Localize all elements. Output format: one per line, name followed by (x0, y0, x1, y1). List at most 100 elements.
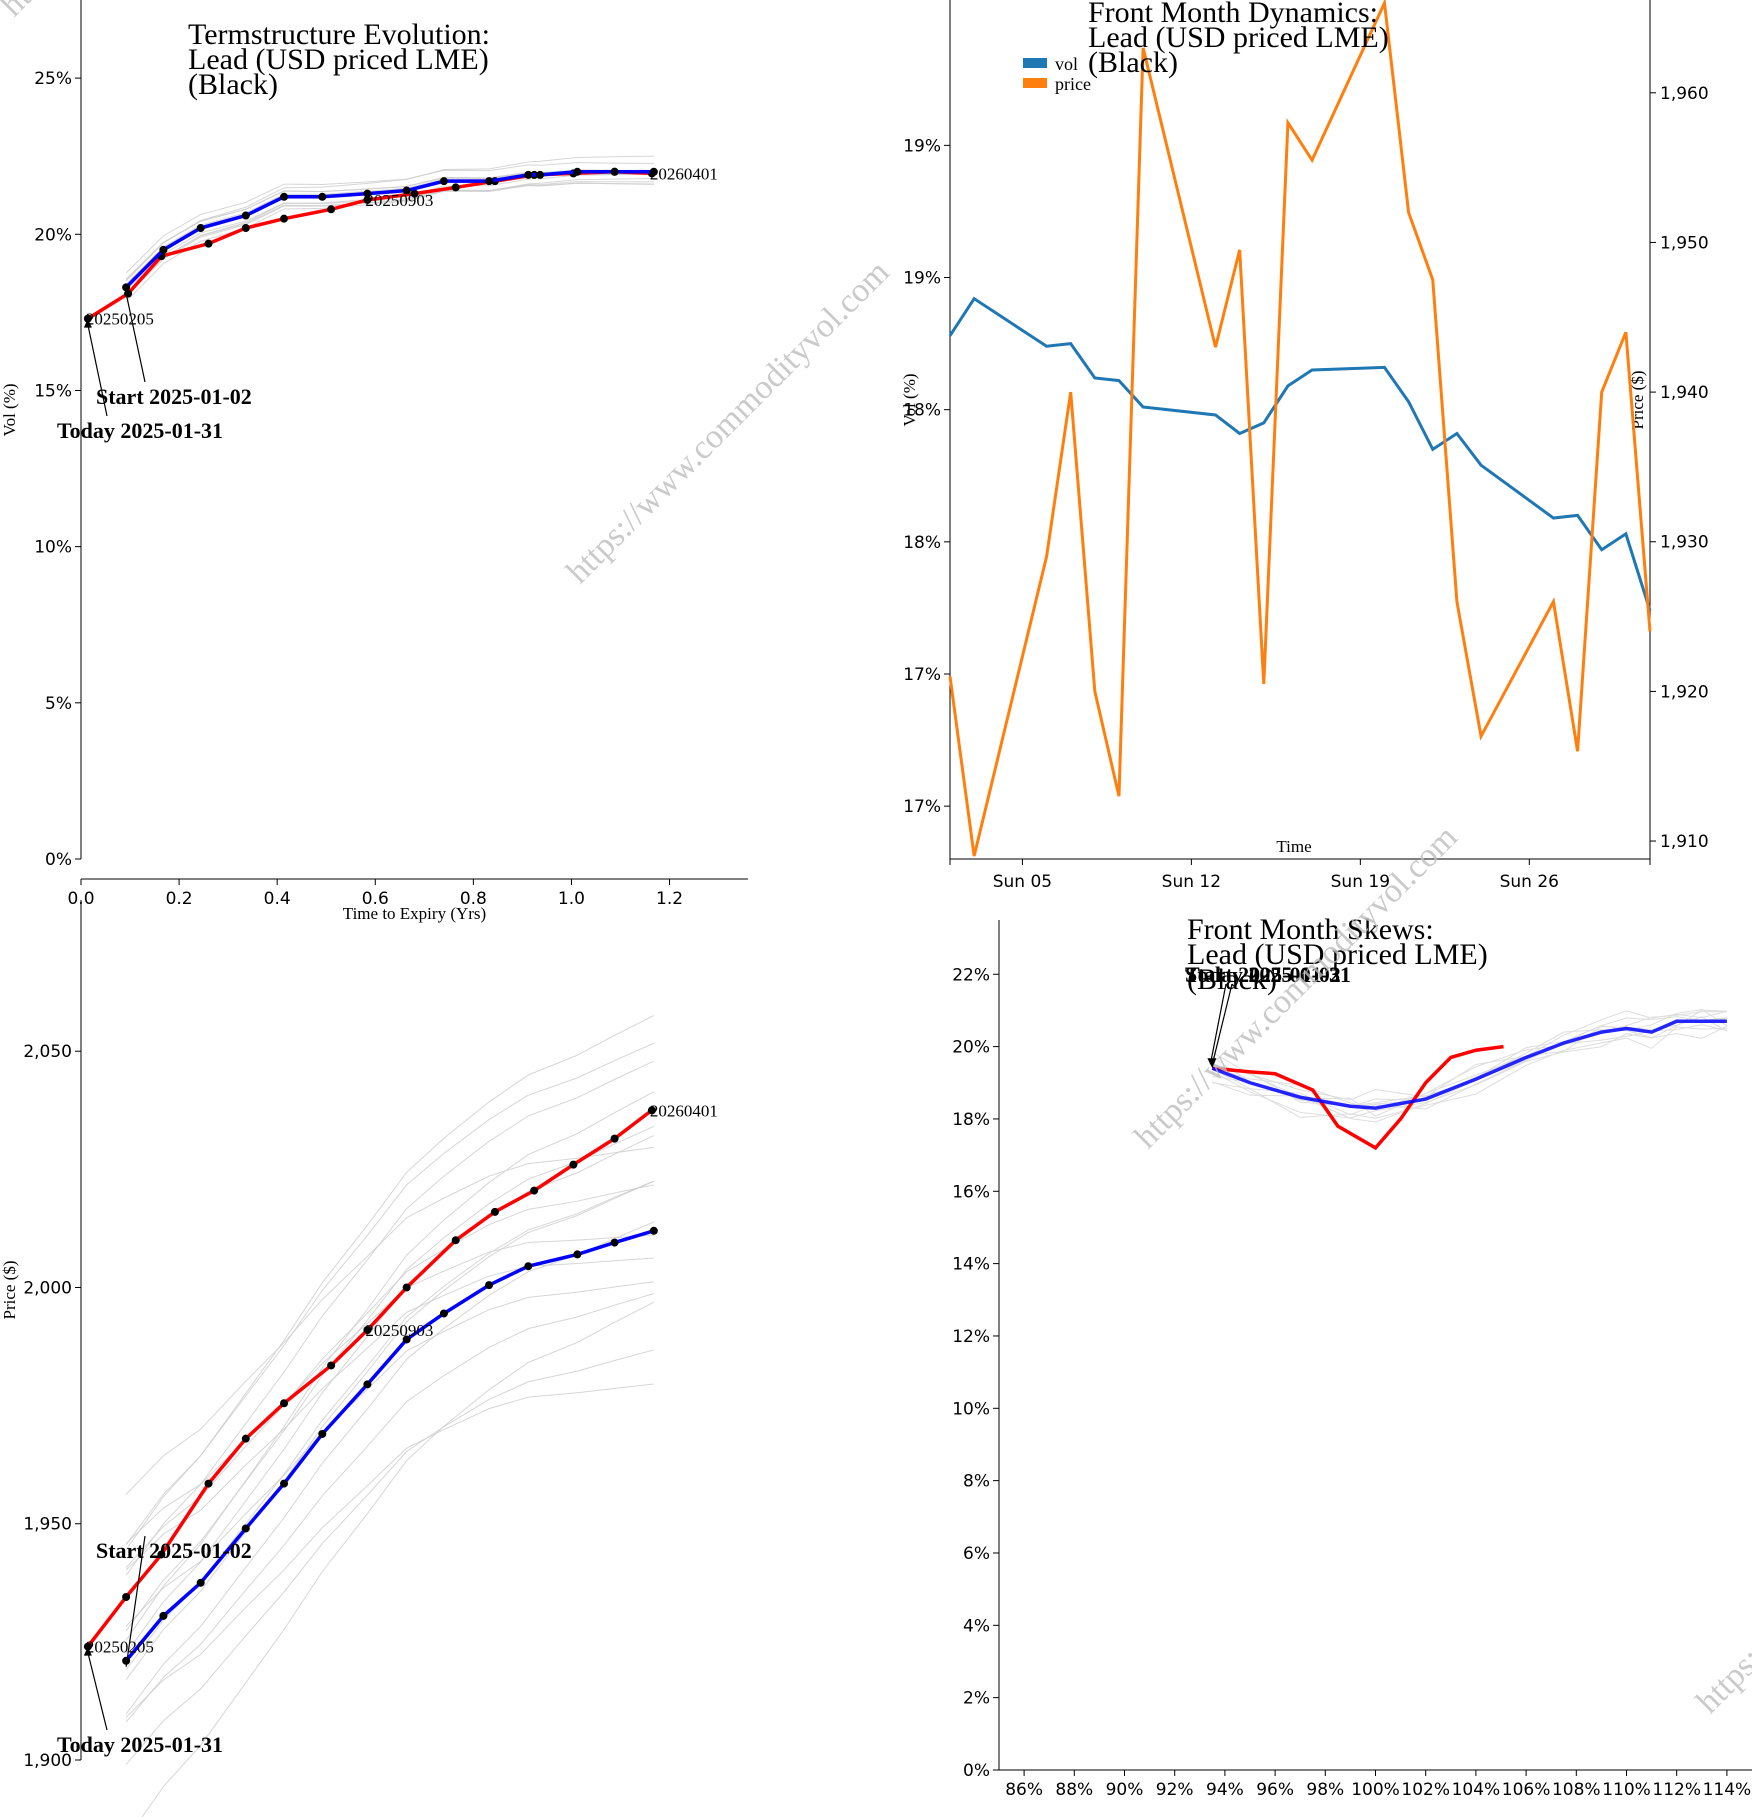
y-axis-label: Vol (%) (900, 373, 919, 426)
history-line (125, 182, 654, 292)
x-tick-label: 0.6 (362, 889, 389, 909)
start-data-point (122, 1656, 131, 1665)
x-tick-label: Sun 05 (993, 872, 1052, 892)
history-line (125, 170, 654, 289)
today-data-point (327, 205, 336, 214)
history-line (125, 1060, 655, 1576)
start-data-point (159, 245, 168, 254)
today-data-point (363, 1326, 372, 1334)
start-annotation-arrow (1211, 983, 1233, 1065)
x-tick-label: 0.0 (67, 889, 94, 909)
point-label: 20250903 (365, 1321, 433, 1340)
y2-tick-label: 1,920 (1660, 682, 1709, 702)
x-tick-label: 94% (1206, 1780, 1244, 1800)
chart-title-line: Front Month Dynamics: (1088, 0, 1378, 29)
history-line (1212, 1009, 1727, 1107)
y-axis: 1,900 1,950 2,000 2,050 (23, 900, 82, 1771)
y-tick-label: 2,000 (23, 1278, 72, 1298)
today-data-point (204, 239, 213, 248)
point-label: 20250205 (86, 1638, 154, 1657)
y2-tick-label: 1,930 (1660, 533, 1709, 553)
history-line (125, 1146, 654, 1495)
start-annotation: Start 2025-01-02 (96, 1538, 252, 1563)
today-arrow-head (83, 1646, 92, 1656)
y-tick-label: 10% (952, 1399, 990, 1419)
point-label: 20250205 (86, 310, 154, 329)
x-tick-label: 102% (1401, 1780, 1450, 1800)
history-line (125, 1184, 654, 1568)
y-tick-label: 2% (963, 1689, 990, 1709)
today-annotation: Today 2025-01-31 (57, 1732, 223, 1757)
point-label: 20260401 (650, 164, 718, 183)
start-data-point (363, 189, 372, 198)
x-tick-label: 114% (1703, 1780, 1752, 1800)
x-tick-label: 0.4 (264, 889, 291, 909)
x-axis: 86% 88% 90% 92% 94% 96% 98% 100% 102% 104% 106% 108… (999, 1769, 1752, 1800)
point-label: 20250903 (365, 191, 433, 210)
today-data-point (363, 195, 372, 204)
vol-series-line (948, 296, 1652, 612)
today-annotation-arrow (1209, 983, 1227, 1065)
start-data-point (610, 167, 619, 176)
start-data-point (649, 167, 658, 176)
chart-title-line: (Black) (1088, 46, 1178, 79)
y-tick-label: 10% (34, 538, 72, 558)
y-axis: 0% 5% 10% 15% 20% 25% (34, 0, 82, 870)
history-line (125, 1349, 654, 1765)
start-data-point (524, 170, 533, 179)
start-data-point (402, 186, 411, 195)
legend-swatch (1023, 78, 1047, 88)
history-line (125, 1126, 655, 1632)
today-data-point (402, 1283, 411, 1292)
today-data-point (490, 1207, 499, 1216)
y-tick-label: 19% (903, 136, 941, 156)
x-tick-label: 96% (1256, 1780, 1294, 1800)
history-line (125, 181, 654, 297)
front-month-dynamics-chart: 17%17%18%18%19%19%1,9101,9201,9301,9401,… (900, 0, 1709, 892)
start-data-point (439, 177, 448, 186)
watermark-text: https://www.commodityvol.com (1127, 819, 1464, 1156)
today-data-point (451, 183, 460, 192)
today-data-point (610, 1134, 619, 1143)
y-tick-label: 15% (34, 381, 72, 401)
start-data-point (573, 1250, 582, 1259)
history-lines (1212, 1008, 1728, 1123)
y-tick-label: 17% (903, 797, 941, 817)
history-line (125, 1281, 654, 1627)
today-data-point (280, 1399, 289, 1408)
x-tick-label: 106% (1502, 1780, 1551, 1800)
today-data-point (241, 224, 250, 233)
y-axis-left: 17% 17% 18% 18% 19% 19% (903, 0, 951, 859)
today-data-point (204, 1479, 213, 1488)
y-tick-label: 5% (45, 694, 72, 714)
y-tick-label: 25% (34, 69, 72, 89)
x-tick-label: 104% (1452, 1780, 1501, 1800)
history-line (1212, 1010, 1728, 1101)
annotation-arrow-head (1207, 1058, 1217, 1069)
x-tick-label: 0.8 (460, 889, 487, 909)
history-line (125, 178, 654, 303)
x-tick-label: 98% (1306, 1780, 1344, 1800)
y-tick-label: 18% (903, 401, 941, 421)
y-tick-label: 17% (903, 665, 941, 685)
start-data-point (439, 1309, 448, 1318)
today-data-point (241, 1434, 250, 1443)
y2-tick-label: 1,960 (1660, 84, 1709, 104)
start-data-point (241, 211, 250, 220)
x-axis: Sun 05 Sun 12 Sun 19 Sun 26 (949, 858, 1651, 892)
history-lines (125, 1015, 655, 1817)
chart-title-line: Lead (USD priced LME) (188, 43, 489, 76)
legend-label: price (1055, 74, 1091, 94)
today-annotation: Today 2025-01-31 (57, 418, 223, 443)
y-tick-label: 18% (952, 1110, 990, 1130)
y-axis: 0% 2% 4% 6% 8% 10% 12% 14% 16% 18% 20% 22% (952, 920, 1000, 1781)
termstructure-price-chart: 1,900 1,950 2,000 2,050 Price ($) 20250205 202… (0, 900, 718, 1817)
start-data-point (402, 1335, 411, 1344)
history-line (125, 1221, 655, 1715)
y2-tick-label: 1,950 (1660, 233, 1709, 253)
today-data-point (451, 1236, 460, 1245)
x-axis-label: Time to Expiry (Yrs) (343, 904, 486, 923)
start-annotation: Start 2025-01-02 (1185, 962, 1341, 987)
legend-swatch (1023, 58, 1047, 68)
